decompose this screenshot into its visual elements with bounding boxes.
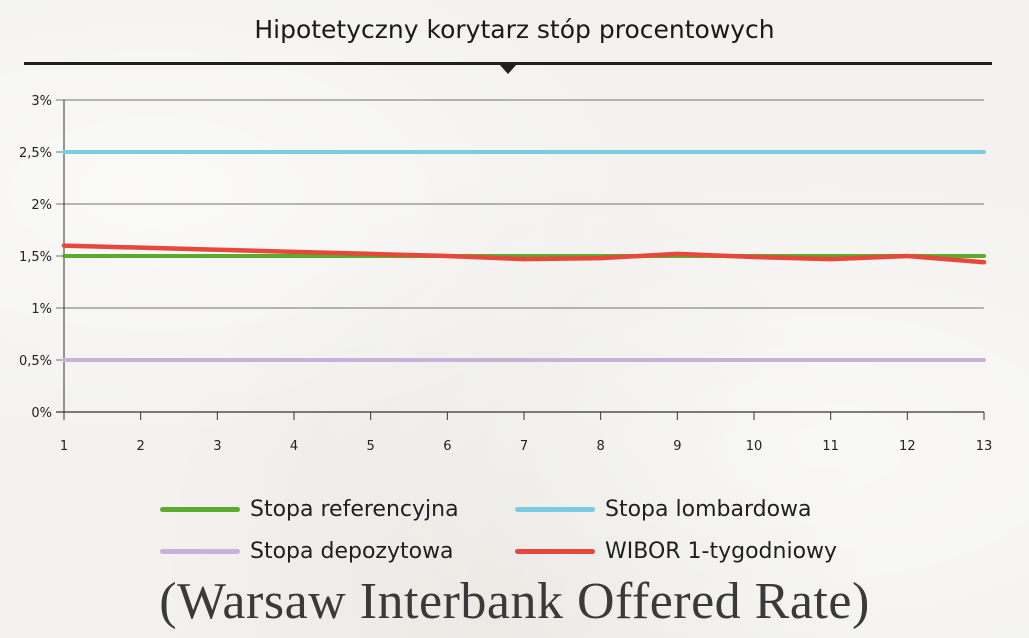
title-notch bbox=[499, 64, 517, 74]
y-tick-label: 2,5% bbox=[19, 146, 52, 161]
x-tick-label: 7 bbox=[520, 439, 528, 454]
x-tick-label: 4 bbox=[290, 439, 298, 454]
chart-legend: Stopa referencyjna Stopa lombardowa Stopa … bbox=[160, 493, 920, 567]
legend-swatch bbox=[160, 548, 240, 554]
legend-item: Stopa lombardowa bbox=[515, 493, 870, 525]
y-tick-label: 1,5% bbox=[19, 250, 52, 265]
x-tick-label: 12 bbox=[899, 439, 916, 454]
x-tick-label: 6 bbox=[443, 439, 451, 454]
legend-label: Stopa depozytowa bbox=[250, 538, 454, 564]
legend-label: Stopa lombardowa bbox=[605, 496, 812, 522]
legend-swatch bbox=[515, 506, 595, 512]
x-tick-label: 9 bbox=[673, 439, 681, 454]
x-tick-label: 10 bbox=[746, 439, 763, 454]
caption: (Warsaw Interbank Offered Rate) bbox=[159, 573, 870, 630]
x-tick-label: 2 bbox=[137, 439, 145, 454]
x-tick-label: 8 bbox=[597, 439, 605, 454]
y-tick-label: 1% bbox=[31, 302, 52, 317]
line-chart: 0%0,5%1%1,5%2%2,5%3%1 2 3 4 5 6 7 8 9 10 11 12 13 bbox=[19, 94, 993, 454]
x-tick-label: 3 bbox=[213, 439, 221, 454]
x-tick-label: 1 bbox=[60, 439, 68, 454]
y-tick-label: 2% bbox=[31, 198, 52, 213]
y-tick-label: 0,5% bbox=[19, 354, 52, 369]
legend-label: WIBOR 1-tygodniowy bbox=[605, 538, 838, 564]
series-line-wibor-1-tygodniowy bbox=[61, 243, 987, 265]
chart-title: Hipotetyczny korytarz stóp procentowych bbox=[254, 15, 775, 44]
y-tick-label: 3% bbox=[31, 94, 52, 109]
legend-swatch bbox=[515, 548, 595, 554]
legend-swatch bbox=[160, 506, 240, 512]
y-tick-label: 0% bbox=[31, 406, 52, 421]
legend-item: WIBOR 1-tygodniowy bbox=[515, 535, 870, 567]
legend-label: Stopa referencyjna bbox=[250, 496, 459, 522]
x-tick-label: 13 bbox=[976, 439, 993, 454]
legend-item: Stopa depozytowa bbox=[160, 535, 515, 567]
x-tick-label: 5 bbox=[367, 439, 375, 454]
legend-item: Stopa referencyjna bbox=[160, 493, 515, 525]
x-tick-label: 11 bbox=[822, 439, 839, 454]
title-rule bbox=[24, 62, 992, 65]
